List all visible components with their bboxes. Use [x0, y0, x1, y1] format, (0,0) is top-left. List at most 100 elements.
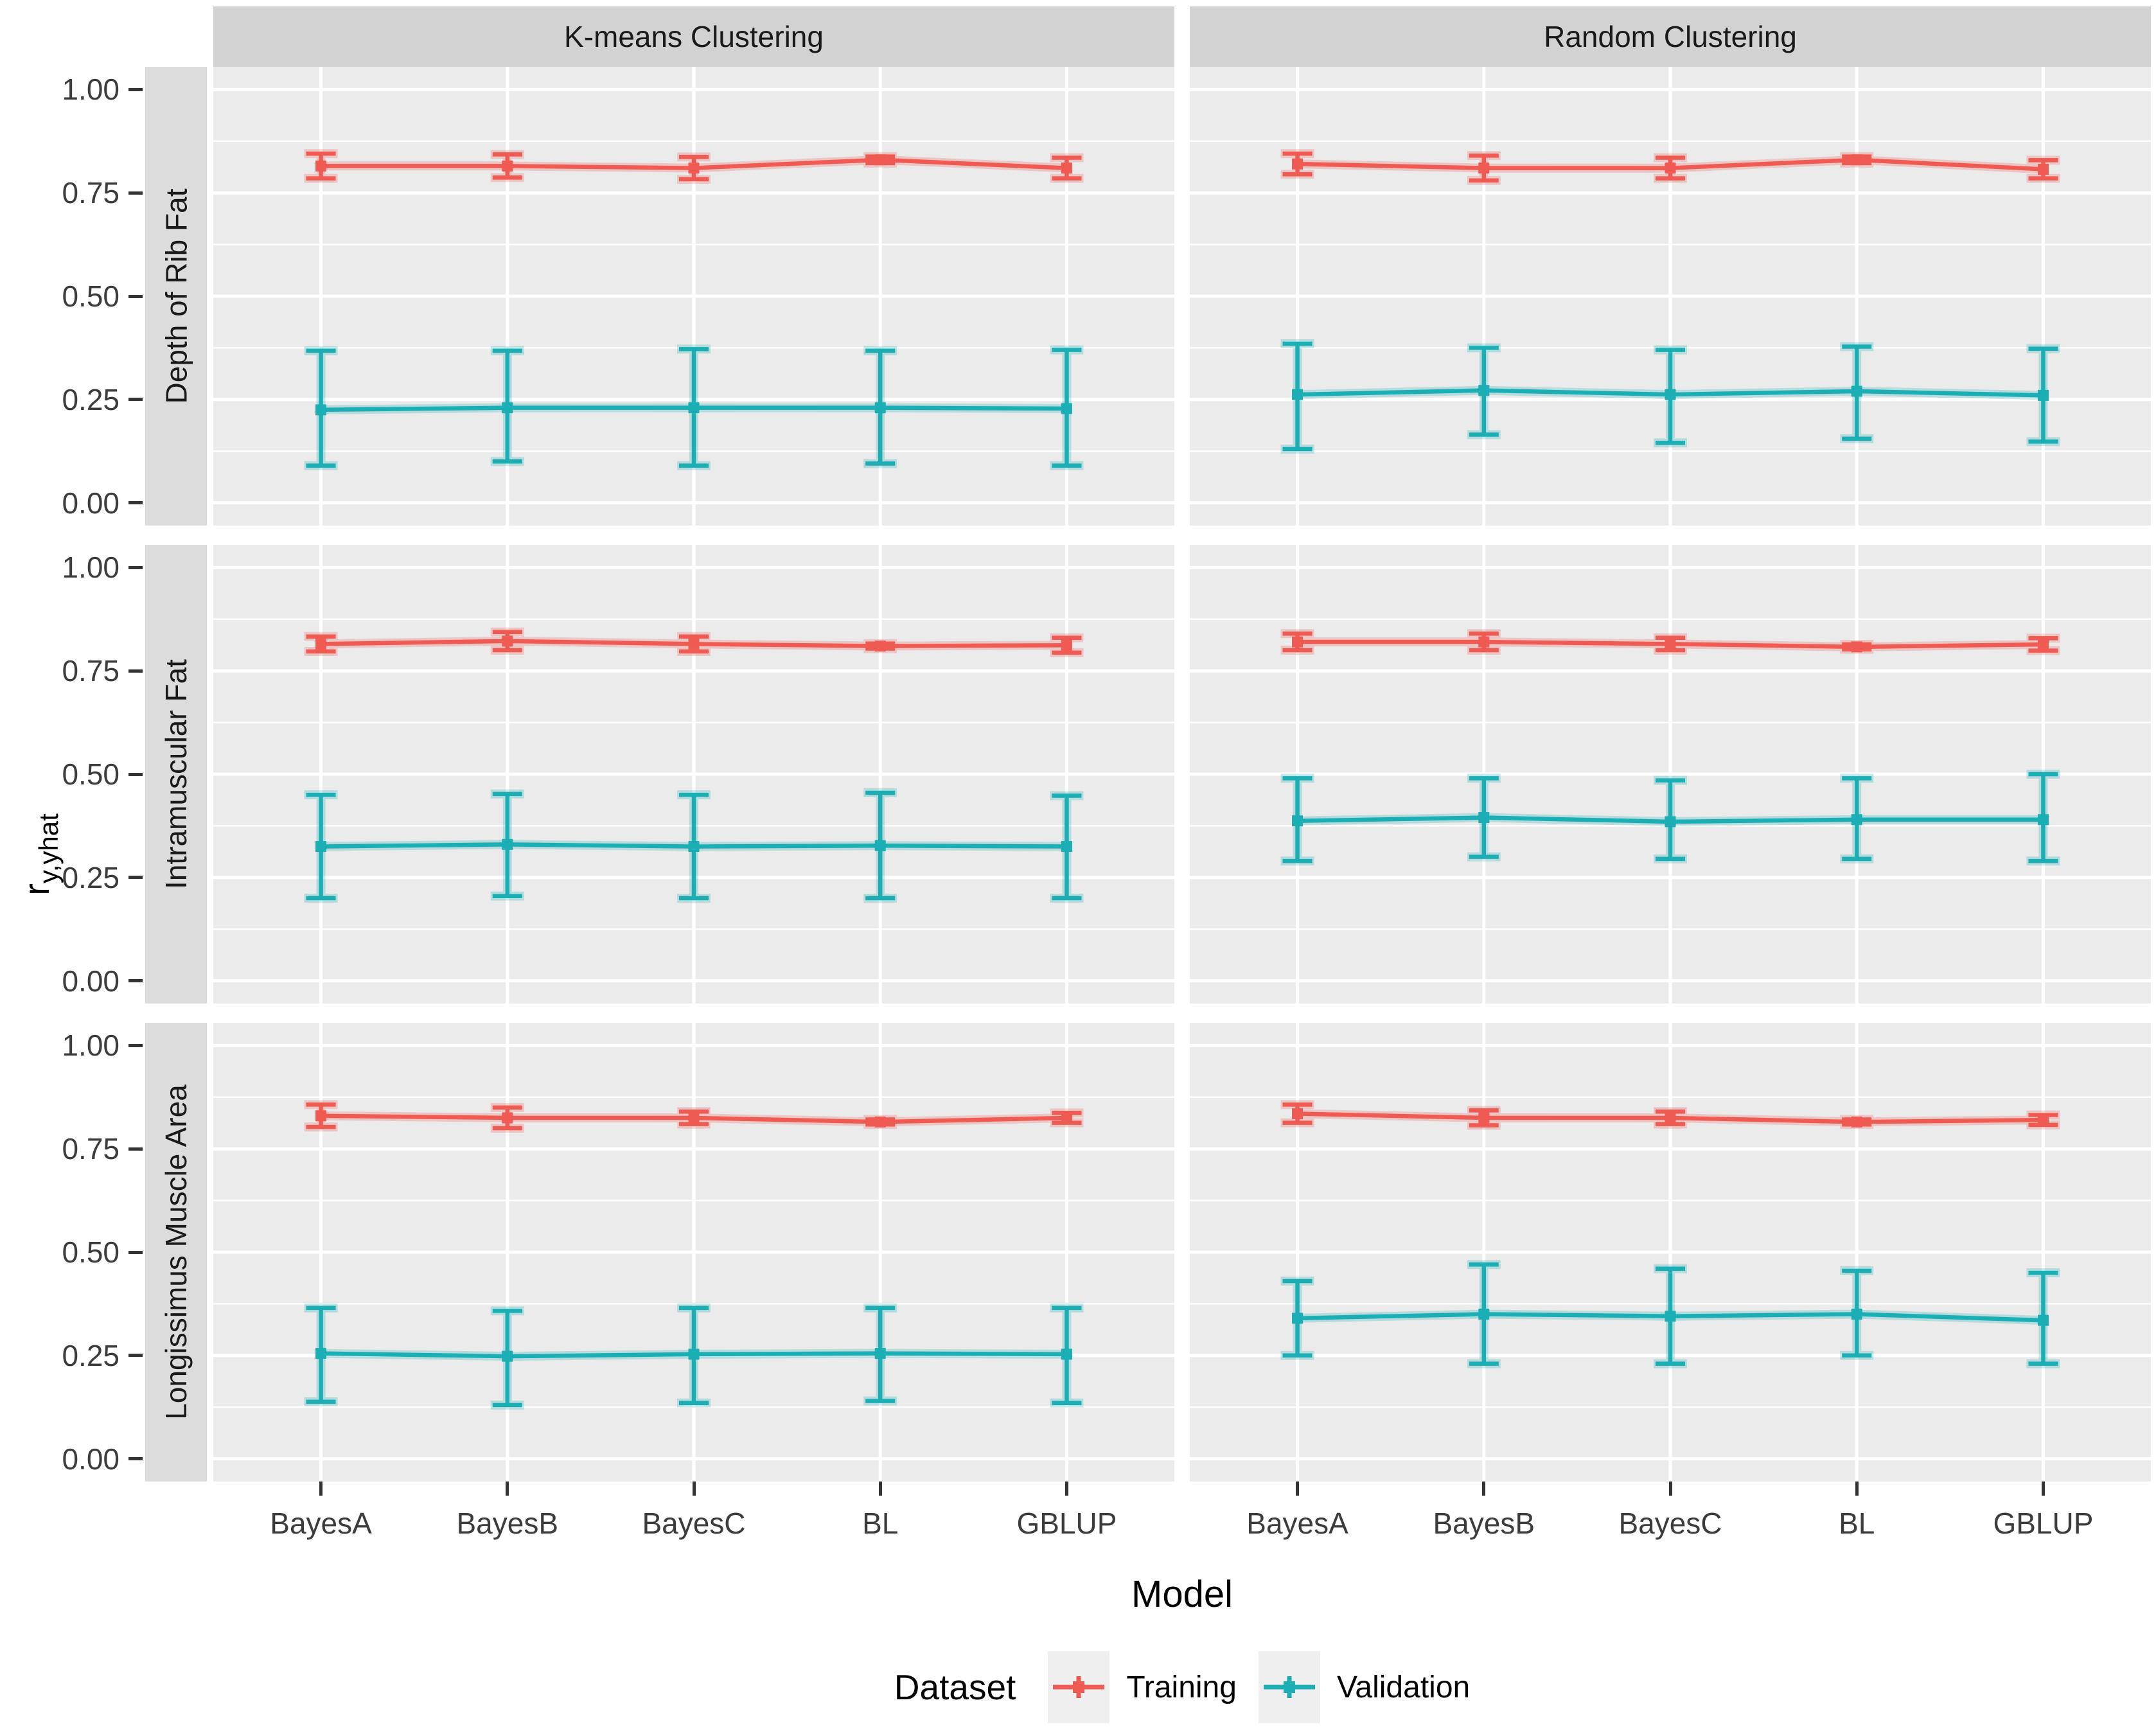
y-tick-mark — [128, 1250, 143, 1254]
panel-plot-area — [213, 545, 1174, 1004]
panel-kmeans-depth-of-rib-fat — [213, 67, 1174, 526]
x-tick-mark — [319, 1482, 323, 1496]
data-point — [1061, 403, 1072, 414]
data-point — [1478, 636, 1490, 648]
y-tick-label: 0.00 — [62, 1442, 119, 1476]
x-tick-label: BayesA — [270, 1507, 372, 1540]
x-axis-random: BayesA BayesB BayesC BL GBLUP — [1190, 1482, 2151, 1571]
x-tick-label: GBLUP — [1993, 1507, 2094, 1540]
panel-random-longissimus-muscle-area — [1190, 1023, 2151, 1482]
y-tick-label: 0.75 — [62, 1132, 119, 1166]
y-tick-label: 0.00 — [62, 486, 119, 520]
facet-row-longissimus-muscle-area: 0.00 0.25 0.50 0.75 1.00 Longissimus Muscle … — [0, 1023, 2156, 1482]
facet-column-strip-kmeans: K-means Clustering — [213, 6, 1174, 67]
facet-column-strip-random: Random Clustering — [1190, 6, 2151, 67]
panel-plot-area — [1190, 545, 2151, 1004]
facet-column-label-kmeans: K-means Clustering — [564, 20, 824, 53]
data-point — [1478, 163, 1490, 174]
data-point — [688, 163, 700, 174]
data-point — [502, 160, 513, 172]
data-point — [1665, 816, 1676, 827]
y-tick-label: 1.00 — [62, 73, 119, 107]
y-tick-label: 0.75 — [62, 654, 119, 688]
x-tick-mark — [1668, 1482, 1672, 1496]
validation-series — [306, 1305, 1082, 1408]
data-point — [1851, 385, 1862, 397]
training-series — [1282, 632, 2058, 653]
y-tick-mark — [128, 501, 143, 505]
data-point — [2037, 389, 2049, 401]
data-point — [1061, 1349, 1072, 1360]
data-point — [502, 1112, 513, 1124]
data-point — [1061, 163, 1072, 174]
data-point — [315, 404, 327, 416]
data-point — [1851, 154, 1862, 166]
data-point — [1292, 389, 1303, 400]
data-point — [1478, 1112, 1490, 1124]
data-point — [502, 402, 513, 414]
y-tick-mark — [128, 772, 143, 776]
y-tick-label: 0.25 — [62, 860, 119, 894]
panel-kmeans-longissimus-muscle-area — [213, 1023, 1174, 1482]
x-tick-mark — [1065, 1482, 1068, 1496]
x-tick-label: BayesB — [1433, 1507, 1535, 1540]
training-series — [1282, 151, 2058, 183]
panel-plot-area — [1190, 1023, 2151, 1482]
data-point — [1851, 814, 1862, 826]
y-tick-mark — [128, 876, 143, 880]
x-tick-mark — [2041, 1482, 2045, 1496]
validation-series — [1282, 1262, 2058, 1366]
panel-plot-area — [213, 1023, 1174, 1482]
x-tick-mark — [692, 1482, 696, 1496]
y-tick-mark — [128, 1457, 143, 1461]
x-tick-label: BL — [862, 1507, 899, 1540]
data-point — [1665, 638, 1676, 650]
x-tick-label: BayesC — [1618, 1507, 1722, 1540]
x-tick-label: BayesA — [1246, 1507, 1348, 1540]
y-axis-ticks: 0.00 0.25 0.50 0.75 1.00 — [0, 1023, 145, 1482]
x-tick-label: BayesB — [456, 1507, 559, 1540]
data-point — [1851, 641, 1862, 653]
x-tick-mark — [1855, 1482, 1859, 1496]
data-point — [1061, 639, 1072, 651]
facet-row-label: Depth of Rib Fat — [159, 188, 193, 404]
y-tick-label: 0.25 — [62, 382, 119, 416]
x-tick-label: BayesC — [642, 1507, 746, 1540]
facet-row-intramuscular-fat: 0.00 0.25 0.50 0.75 1.00 Intramuscular Fat — [0, 545, 2156, 1004]
legend-item-validation: Validation — [1258, 1651, 1471, 1723]
data-point — [2037, 1114, 2049, 1126]
y-tick-label: 0.75 — [62, 176, 119, 210]
data-point — [1292, 1108, 1303, 1120]
data-point — [874, 1116, 886, 1128]
facet-column-label-random: Random Clustering — [1544, 20, 1797, 53]
data-point — [1292, 1313, 1303, 1324]
data-point — [1665, 1112, 1676, 1124]
data-point — [502, 635, 513, 647]
facet-row-strip: Depth of Rib Fat — [145, 67, 207, 526]
y-tick-mark — [128, 1354, 143, 1358]
data-point — [1478, 385, 1490, 396]
data-point — [2037, 1314, 2049, 1326]
training-series — [306, 151, 1082, 182]
panel-plot-area — [1190, 67, 2151, 526]
data-point — [1851, 1116, 1862, 1128]
data-point — [1851, 1308, 1862, 1320]
x-tick-mark — [506, 1482, 509, 1496]
data-point — [688, 402, 700, 414]
validation-series — [306, 347, 1082, 468]
legend-label-validation: Validation — [1336, 1670, 1471, 1704]
y-tick-mark — [128, 565, 143, 569]
training-series — [1282, 1102, 2058, 1128]
data-point — [688, 1112, 700, 1124]
data-point — [1292, 158, 1303, 170]
data-point — [874, 154, 886, 166]
facet-row-label: Intramuscular Fat — [159, 659, 193, 889]
data-point — [1478, 1308, 1490, 1320]
facet-row-depth-of-rib-fat: 0.00 0.25 0.50 0.75 1.00 Depth of Rib Fat — [0, 67, 2156, 526]
legend-title: Dataset — [894, 1667, 1016, 1707]
facet-row-strip: Intramuscular Fat — [145, 545, 207, 1004]
data-point — [1665, 163, 1676, 174]
panel-random-depth-of-rib-fat — [1190, 67, 2151, 526]
panel-kmeans-intramuscular-fat — [213, 545, 1174, 1004]
